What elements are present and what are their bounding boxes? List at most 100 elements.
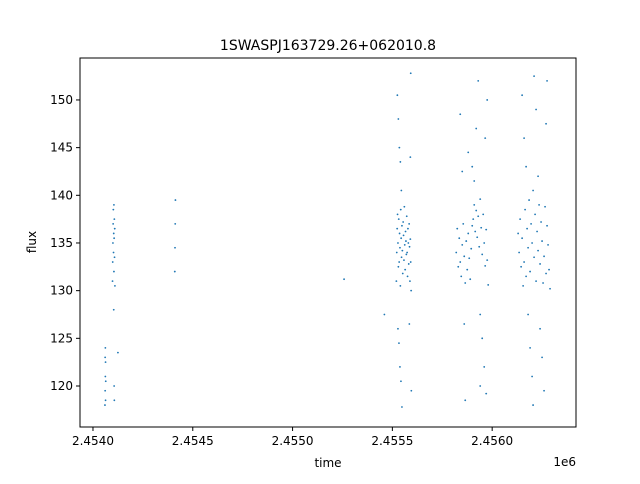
data-point bbox=[104, 361, 107, 364]
data-point bbox=[111, 261, 114, 263]
data-point bbox=[461, 170, 464, 173]
data-point bbox=[481, 253, 484, 256]
data-point bbox=[471, 224, 474, 227]
data-point bbox=[485, 228, 488, 231]
data-point bbox=[104, 404, 106, 406]
x-tick-label: 2.4555 bbox=[371, 434, 413, 448]
data-point bbox=[410, 389, 413, 392]
data-point bbox=[533, 256, 535, 259]
data-point bbox=[104, 380, 107, 383]
data-point bbox=[469, 278, 472, 281]
x-tick-label: 2.4545 bbox=[172, 434, 214, 448]
data-point bbox=[113, 203, 115, 206]
data-point bbox=[524, 208, 526, 211]
data-point bbox=[396, 213, 399, 216]
data-point bbox=[475, 209, 478, 212]
data-point bbox=[112, 223, 115, 225]
data-point bbox=[458, 237, 461, 240]
data-point bbox=[400, 256, 403, 259]
data-point bbox=[407, 263, 410, 265]
data-point bbox=[484, 137, 487, 139]
data-point bbox=[403, 259, 405, 262]
data-point bbox=[482, 213, 485, 216]
data-point bbox=[397, 118, 400, 120]
data-point bbox=[526, 227, 528, 230]
data-point bbox=[113, 270, 115, 273]
data-point bbox=[460, 275, 463, 278]
data-point bbox=[401, 249, 404, 252]
data-point bbox=[396, 94, 399, 97]
data-point bbox=[399, 208, 402, 211]
data-point bbox=[112, 242, 114, 244]
data-point bbox=[544, 205, 546, 208]
data-point bbox=[529, 346, 531, 349]
data-point bbox=[467, 151, 470, 154]
data-point bbox=[462, 223, 465, 225]
data-point bbox=[521, 237, 524, 240]
data-point bbox=[530, 223, 532, 225]
data-point bbox=[523, 261, 525, 263]
data-point bbox=[403, 205, 406, 208]
data-point bbox=[517, 232, 520, 235]
data-point bbox=[518, 251, 521, 254]
plot-area bbox=[80, 58, 576, 427]
points-layer bbox=[104, 72, 551, 408]
data-point bbox=[545, 122, 547, 125]
data-point bbox=[486, 99, 489, 101]
data-point bbox=[401, 406, 403, 408]
data-point bbox=[539, 263, 541, 265]
data-point bbox=[485, 392, 488, 395]
data-point bbox=[457, 265, 460, 268]
data-point bbox=[409, 72, 412, 75]
data-point bbox=[549, 287, 551, 290]
data-point bbox=[113, 237, 116, 240]
data-point bbox=[399, 366, 401, 368]
data-point bbox=[478, 245, 481, 248]
data-point bbox=[473, 180, 476, 182]
data-point bbox=[539, 327, 541, 330]
data-point bbox=[403, 243, 406, 246]
data-point bbox=[475, 127, 478, 130]
data-point bbox=[404, 230, 407, 233]
data-point bbox=[463, 323, 466, 325]
y-tick-label: 145 bbox=[50, 141, 73, 155]
data-point bbox=[464, 282, 467, 284]
data-point bbox=[408, 323, 411, 325]
data-point bbox=[395, 280, 398, 283]
data-point bbox=[531, 375, 533, 378]
data-point bbox=[405, 215, 408, 218]
data-point bbox=[114, 284, 116, 287]
data-point bbox=[459, 113, 462, 116]
data-point bbox=[397, 265, 400, 268]
data-point bbox=[545, 272, 547, 275]
data-point bbox=[402, 221, 405, 223]
data-point bbox=[521, 94, 524, 97]
data-point bbox=[527, 246, 529, 249]
data-point bbox=[402, 234, 405, 237]
data-point bbox=[543, 255, 545, 258]
data-point bbox=[532, 189, 534, 192]
data-point bbox=[400, 380, 402, 383]
y-tick-label: 125 bbox=[50, 331, 73, 345]
data-point bbox=[398, 261, 401, 263]
data-point bbox=[477, 79, 480, 82]
data-point bbox=[483, 366, 486, 368]
data-point bbox=[522, 284, 525, 287]
data-point bbox=[113, 399, 116, 402]
plot-frame bbox=[79, 57, 577, 428]
data-point bbox=[400, 189, 403, 192]
data-point bbox=[174, 223, 177, 225]
data-point bbox=[463, 255, 466, 258]
data-point bbox=[533, 75, 535, 78]
data-point bbox=[528, 199, 530, 201]
data-point bbox=[113, 227, 116, 230]
data-point bbox=[112, 308, 115, 311]
y-axis-ticks: 120 125 130 135 140 145 150 bbox=[50, 93, 80, 393]
data-point bbox=[465, 240, 468, 242]
data-point bbox=[397, 218, 400, 221]
data-point bbox=[401, 224, 403, 227]
data-point bbox=[112, 208, 115, 211]
y-tick-label: 130 bbox=[50, 284, 73, 298]
data-point bbox=[480, 226, 483, 229]
